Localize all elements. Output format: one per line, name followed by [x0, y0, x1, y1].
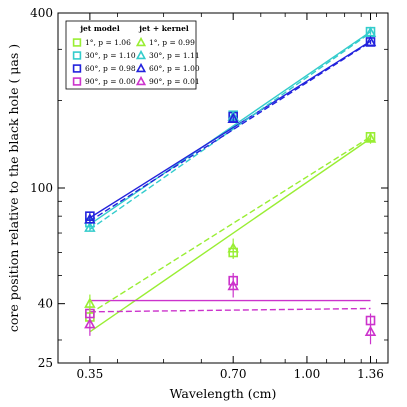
legend-entry-label: 1°, p = 0.99 — [149, 38, 195, 47]
x-tick-label: 0.70 — [220, 367, 247, 381]
axes: 0.35 0.70 1.00 1.36 25 40 100 400 — [30, 6, 388, 381]
y-tick-label: 40 — [38, 297, 53, 311]
legend-square-icon — [72, 77, 82, 86]
legend-entry-label: 30°, p = 1.10 — [85, 51, 136, 60]
legend-square-icon — [72, 51, 82, 60]
legend-entry-label: 90°, p = 0.00 — [85, 77, 136, 86]
legend-triangle-icon — [135, 62, 147, 73]
y-tick-label: 100 — [30, 181, 53, 195]
data-point-triangle — [84, 317, 96, 329]
legend-entry-label: 30°, p = 1.11 — [149, 51, 200, 60]
legend-triangle-icon — [135, 36, 147, 47]
legend-triangle-icon — [135, 49, 147, 60]
legend-entry-label: 60°, p = 0.98 — [85, 64, 136, 73]
x-tick-label: 1.36 — [357, 367, 384, 381]
fit-line — [89, 31, 371, 225]
x-tick-label: 0.35 — [77, 367, 104, 381]
data-point-triangle — [84, 297, 96, 308]
data-point-triangle — [84, 213, 96, 224]
data-points — [84, 26, 377, 345]
legend-entry-label: 90°, p = 0.01 — [149, 77, 200, 86]
data-point-triangle — [227, 279, 239, 291]
legend-title: jet model — [79, 24, 120, 33]
legend-triangle-icon — [135, 75, 147, 86]
legend-entry-label: 60°, p = 1.00 — [149, 64, 200, 73]
legend-square-icon — [72, 64, 82, 73]
data-point-triangle — [84, 221, 96, 232]
legend-square-icon — [72, 38, 82, 47]
legend-box — [65, 20, 197, 90]
legend: jet model 1°, p = 1.06 30°, p = 1.10 60°, p… — [65, 20, 200, 90]
data-point-triangle — [364, 325, 377, 337]
y-tick-label: 400 — [30, 6, 53, 20]
fit-line — [89, 40, 371, 219]
fit-line — [89, 41, 371, 222]
data-point-triangle — [227, 112, 239, 124]
fit-lines — [89, 31, 371, 333]
fit-line — [89, 136, 371, 315]
y-axis-label: core position relative to the black hole… — [6, 44, 21, 332]
data-point-triangle — [364, 35, 377, 47]
legend-title: jet + kernel — [138, 24, 189, 33]
x-tick-label: 1.00 — [294, 367, 321, 381]
y-tick-label: 25 — [38, 356, 53, 370]
legend-entry-label: 1°, p = 1.06 — [85, 38, 131, 47]
x-axis-label: Wavelength (cm) — [170, 386, 277, 401]
data-point-triangle — [227, 242, 239, 253]
data-point-triangle — [364, 132, 377, 143]
fit-line — [89, 307, 371, 313]
fit-line — [89, 137, 371, 333]
